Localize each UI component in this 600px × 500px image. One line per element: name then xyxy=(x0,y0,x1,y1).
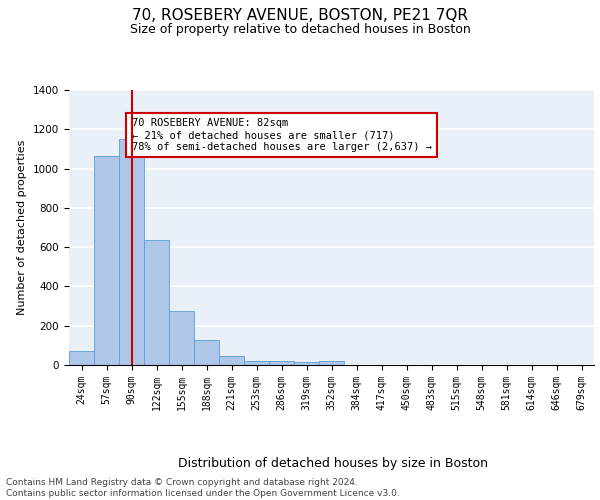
Y-axis label: Number of detached properties: Number of detached properties xyxy=(17,140,28,315)
Bar xyxy=(194,340,219,365)
Text: Contains HM Land Registry data © Crown copyright and database right 2024.
Contai: Contains HM Land Registry data © Crown c… xyxy=(6,478,400,498)
Bar xyxy=(94,156,119,365)
Bar xyxy=(294,362,319,365)
Text: 70 ROSEBERY AVENUE: 82sqm
← 21% of detached houses are smaller (717)
78% of semi: 70 ROSEBERY AVENUE: 82sqm ← 21% of detac… xyxy=(131,118,431,152)
Bar xyxy=(319,362,344,365)
Bar xyxy=(69,351,94,365)
Bar xyxy=(119,139,144,365)
Text: Size of property relative to detached houses in Boston: Size of property relative to detached ho… xyxy=(130,22,470,36)
Bar xyxy=(144,240,169,365)
Bar xyxy=(244,360,269,365)
Bar xyxy=(169,311,194,365)
Bar xyxy=(219,356,244,365)
Text: 70, ROSEBERY AVENUE, BOSTON, PE21 7QR: 70, ROSEBERY AVENUE, BOSTON, PE21 7QR xyxy=(132,8,468,22)
Bar xyxy=(269,362,294,365)
Text: Distribution of detached houses by size in Boston: Distribution of detached houses by size … xyxy=(178,458,488,470)
